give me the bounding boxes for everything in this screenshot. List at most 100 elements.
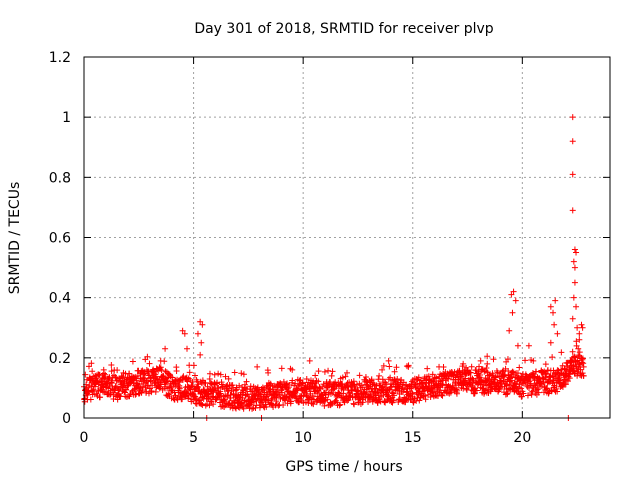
data-point (578, 321, 585, 328)
data-point (468, 363, 475, 370)
data-point (535, 384, 542, 391)
data-point (292, 380, 299, 387)
data-point (490, 356, 497, 363)
data-point (99, 388, 106, 395)
data-point (569, 114, 576, 121)
data-point (350, 378, 357, 385)
data-point (424, 365, 431, 372)
data-point (231, 369, 238, 376)
data-point (483, 382, 490, 389)
data-point (574, 324, 581, 331)
data-point (163, 378, 170, 385)
data-point (114, 367, 121, 374)
data-point (344, 369, 350, 376)
data-point (377, 398, 384, 405)
data-point (332, 379, 339, 386)
data-point (89, 368, 96, 375)
data-point (278, 365, 285, 372)
data-point (246, 393, 253, 400)
data-point (509, 309, 516, 316)
data-point (555, 367, 562, 374)
data-point (497, 377, 504, 384)
data-point (354, 387, 361, 394)
data-point (570, 258, 577, 265)
data-point (152, 388, 159, 395)
data-point (208, 380, 215, 387)
data-point (186, 369, 193, 376)
data-point (289, 377, 296, 384)
data-point (179, 396, 186, 403)
data-point (272, 393, 279, 400)
data-point (299, 379, 306, 386)
data-point (535, 389, 542, 396)
y-tick-label: 0.8 (49, 170, 71, 186)
data-point (349, 387, 356, 394)
data-point (217, 371, 224, 378)
y-axis-label: SRMTID / TECUs (7, 182, 23, 295)
data-point (190, 362, 197, 369)
data-point (87, 396, 94, 403)
data-point (82, 371, 89, 378)
data-point (157, 364, 164, 371)
data-point (516, 364, 523, 371)
data-point (494, 369, 501, 376)
data-point (165, 390, 172, 397)
data-point (321, 368, 328, 375)
data-point (336, 402, 343, 409)
data-point (329, 368, 336, 375)
data-point (229, 382, 236, 389)
data-point (173, 367, 180, 374)
data-point (178, 394, 185, 401)
data-point (481, 390, 488, 397)
data-point (108, 368, 115, 375)
data-point (129, 358, 136, 365)
data-point (126, 370, 133, 377)
data-point (123, 386, 130, 393)
data-point (342, 373, 349, 380)
data-point (576, 336, 583, 343)
data-point (303, 386, 310, 393)
data-point (263, 403, 270, 410)
data-point (405, 363, 412, 370)
data-point (85, 388, 92, 395)
data-point (567, 357, 574, 364)
data-point (132, 391, 139, 398)
data-point (87, 375, 94, 382)
data-point (561, 376, 568, 383)
data-point (416, 397, 423, 404)
data-point (240, 405, 247, 412)
data-point (114, 396, 121, 403)
data-point (162, 345, 169, 352)
x-tick-label: 20 (513, 430, 531, 446)
data-point (394, 380, 401, 387)
data-point (115, 386, 122, 393)
data-point (575, 345, 582, 352)
data-point (335, 389, 342, 396)
data-point (157, 357, 164, 364)
data-point (576, 349, 583, 356)
chart-title: Day 301 of 2018, SRMTID for receiver plv… (194, 21, 493, 37)
data-point (243, 378, 250, 385)
data-point (241, 397, 248, 404)
data-points (81, 114, 587, 421)
data-point (542, 371, 549, 378)
data-point (453, 386, 460, 393)
data-point (547, 303, 554, 310)
data-point (344, 397, 351, 404)
data-point (249, 405, 256, 412)
x-tick-label: 15 (404, 430, 422, 446)
data-point (469, 382, 476, 389)
data-point (309, 392, 316, 399)
data-point (525, 342, 532, 349)
data-point (547, 339, 554, 346)
data-point (146, 360, 153, 367)
data-point (211, 371, 218, 378)
data-point (102, 371, 109, 378)
data-point (512, 297, 519, 304)
data-point (456, 367, 463, 374)
data-point (578, 354, 585, 361)
data-point (374, 399, 381, 406)
data-point (266, 382, 273, 389)
data-point (265, 369, 272, 376)
data-point (148, 387, 155, 394)
